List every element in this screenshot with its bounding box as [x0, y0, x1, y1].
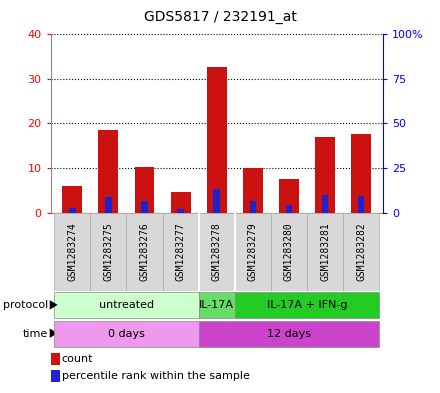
- Text: IL-17A: IL-17A: [199, 300, 234, 310]
- Bar: [315, 137, 335, 213]
- Text: GSM1283275: GSM1283275: [103, 222, 114, 281]
- Text: count: count: [62, 354, 93, 364]
- Bar: [54, 321, 198, 347]
- Bar: [105, 197, 112, 213]
- Bar: [213, 189, 220, 213]
- Text: 12 days: 12 days: [267, 329, 311, 339]
- Bar: [162, 213, 198, 291]
- Text: GSM1283279: GSM1283279: [248, 222, 258, 281]
- Bar: [198, 213, 235, 291]
- Bar: [69, 208, 76, 213]
- Bar: [62, 186, 82, 213]
- Bar: [243, 168, 263, 213]
- Bar: [279, 179, 299, 213]
- Bar: [343, 213, 379, 291]
- Text: percentile rank within the sample: percentile rank within the sample: [62, 371, 249, 381]
- Text: GSM1283282: GSM1283282: [356, 222, 366, 281]
- Bar: [286, 205, 292, 213]
- Bar: [54, 213, 90, 291]
- Bar: [126, 213, 162, 291]
- Text: GSM1283276: GSM1283276: [139, 222, 150, 281]
- Bar: [307, 213, 343, 291]
- Text: protocol: protocol: [3, 300, 48, 310]
- Text: 0 days: 0 days: [108, 329, 145, 339]
- Bar: [171, 193, 191, 213]
- Bar: [358, 196, 364, 213]
- Bar: [198, 321, 379, 347]
- Text: IL-17A + IFN-g: IL-17A + IFN-g: [267, 300, 347, 310]
- Bar: [322, 195, 328, 213]
- Text: untreated: untreated: [99, 300, 154, 310]
- Polygon shape: [50, 300, 58, 310]
- Bar: [198, 292, 235, 318]
- Text: GSM1283277: GSM1283277: [176, 222, 186, 281]
- Bar: [271, 213, 307, 291]
- Text: GSM1283278: GSM1283278: [212, 222, 222, 281]
- Bar: [177, 209, 184, 213]
- Bar: [141, 201, 148, 213]
- Bar: [235, 213, 271, 291]
- Bar: [135, 167, 154, 213]
- Text: GSM1283274: GSM1283274: [67, 222, 77, 281]
- Text: GDS5817 / 232191_at: GDS5817 / 232191_at: [143, 10, 297, 24]
- Polygon shape: [50, 329, 58, 338]
- Bar: [51, 353, 60, 365]
- Text: GSM1283280: GSM1283280: [284, 222, 294, 281]
- Bar: [235, 292, 379, 318]
- Bar: [51, 370, 60, 382]
- Bar: [249, 201, 256, 213]
- Bar: [54, 292, 198, 318]
- Text: GSM1283281: GSM1283281: [320, 222, 330, 281]
- Bar: [90, 213, 126, 291]
- Bar: [351, 134, 371, 213]
- Bar: [99, 130, 118, 213]
- Text: time: time: [23, 329, 48, 339]
- Bar: [207, 67, 227, 213]
